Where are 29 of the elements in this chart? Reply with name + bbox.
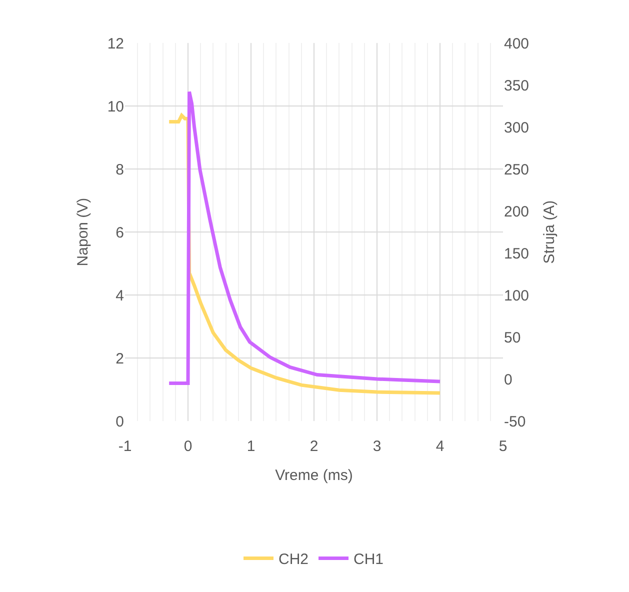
y2-tick-label: 250 [504, 161, 530, 178]
y-tick-label: 10 [107, 98, 124, 116]
y-axis-title: Napon (V) [74, 198, 92, 266]
y-tick-label: 0 [116, 413, 124, 430]
x-tick-label: 3 [372, 438, 382, 455]
y-tick-label: 8 [116, 161, 124, 178]
y-tick-label: 6 [116, 224, 124, 242]
y2-tick-label: 200 [504, 203, 530, 220]
y-tick-label: 4 [116, 287, 124, 304]
y2-tick-label: 50 [504, 329, 521, 346]
y2-tick-label: 150 [504, 245, 530, 262]
y2-tick-label: 300 [504, 119, 530, 136]
y2-axis-title: Struja (A) [541, 200, 558, 264]
y2-tick-label: 0 [504, 371, 512, 388]
y-tick-label: 12 [107, 35, 124, 52]
x-tick-label: 5 [498, 438, 508, 455]
x-tick-label: 2 [310, 438, 318, 455]
legend-label: CH1 [354, 551, 384, 568]
x-tick-label: -1 [118, 438, 132, 455]
y2-tick-label: 350 [504, 77, 530, 94]
x-tick-label: 4 [436, 438, 444, 455]
x-tick-label: 1 [246, 438, 256, 455]
y-tick-label: 2 [116, 350, 124, 368]
y2-tick-label: -50 [504, 413, 526, 430]
x-axis-title: Vreme (ms) [275, 467, 353, 484]
y2-tick-label: 400 [504, 35, 530, 52]
x-tick-label: 0 [184, 438, 192, 455]
legend-label: CH2 [278, 551, 309, 568]
y2-tick-label: 100 [504, 287, 530, 304]
